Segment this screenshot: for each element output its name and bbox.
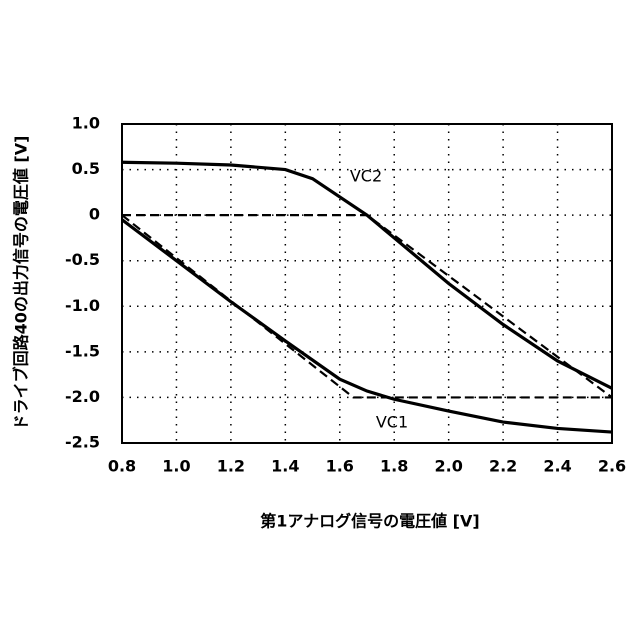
- x-tick-label: 1.4: [271, 457, 299, 476]
- x-tick-label: 2.6: [598, 457, 626, 476]
- line: [122, 220, 612, 432]
- y-tick-label: -2.0: [65, 387, 100, 406]
- series-label: VC1: [376, 413, 408, 432]
- x-axis-label: 第1アナログ信号の電圧値 [V]: [260, 512, 479, 531]
- y-tick-label: 0: [89, 205, 100, 224]
- line: [122, 215, 612, 397]
- x-tick-label: 1.8: [380, 457, 408, 476]
- y-axis-label: ドライブ回路40の出力信号の電圧値 [V]: [12, 136, 31, 431]
- x-tick-label: 1.0: [162, 457, 190, 476]
- series-label: VC2: [350, 167, 382, 186]
- x-tick-label: 2.2: [489, 457, 517, 476]
- y-tick-label: -1.0: [65, 296, 100, 315]
- x-tick-label: 0.8: [108, 457, 136, 476]
- x-tick-label: 1.6: [326, 457, 354, 476]
- x-tick-label: 2.4: [543, 457, 571, 476]
- chart: 第1アナログ信号の電圧値 [V] ドライブ回路40の出力信号の電圧値 [V] 1…: [0, 0, 640, 640]
- y-tick-label: 0.5: [72, 159, 100, 178]
- x-tick-label: 1.2: [217, 457, 245, 476]
- x-tick-label: 2.0: [434, 457, 462, 476]
- y-tick-label: -0.5: [65, 250, 100, 269]
- y-tick-label: -1.5: [65, 341, 100, 360]
- line: [122, 215, 612, 397]
- y-tick-label: 1.0: [72, 114, 100, 133]
- y-tick-label: -2.5: [65, 433, 100, 452]
